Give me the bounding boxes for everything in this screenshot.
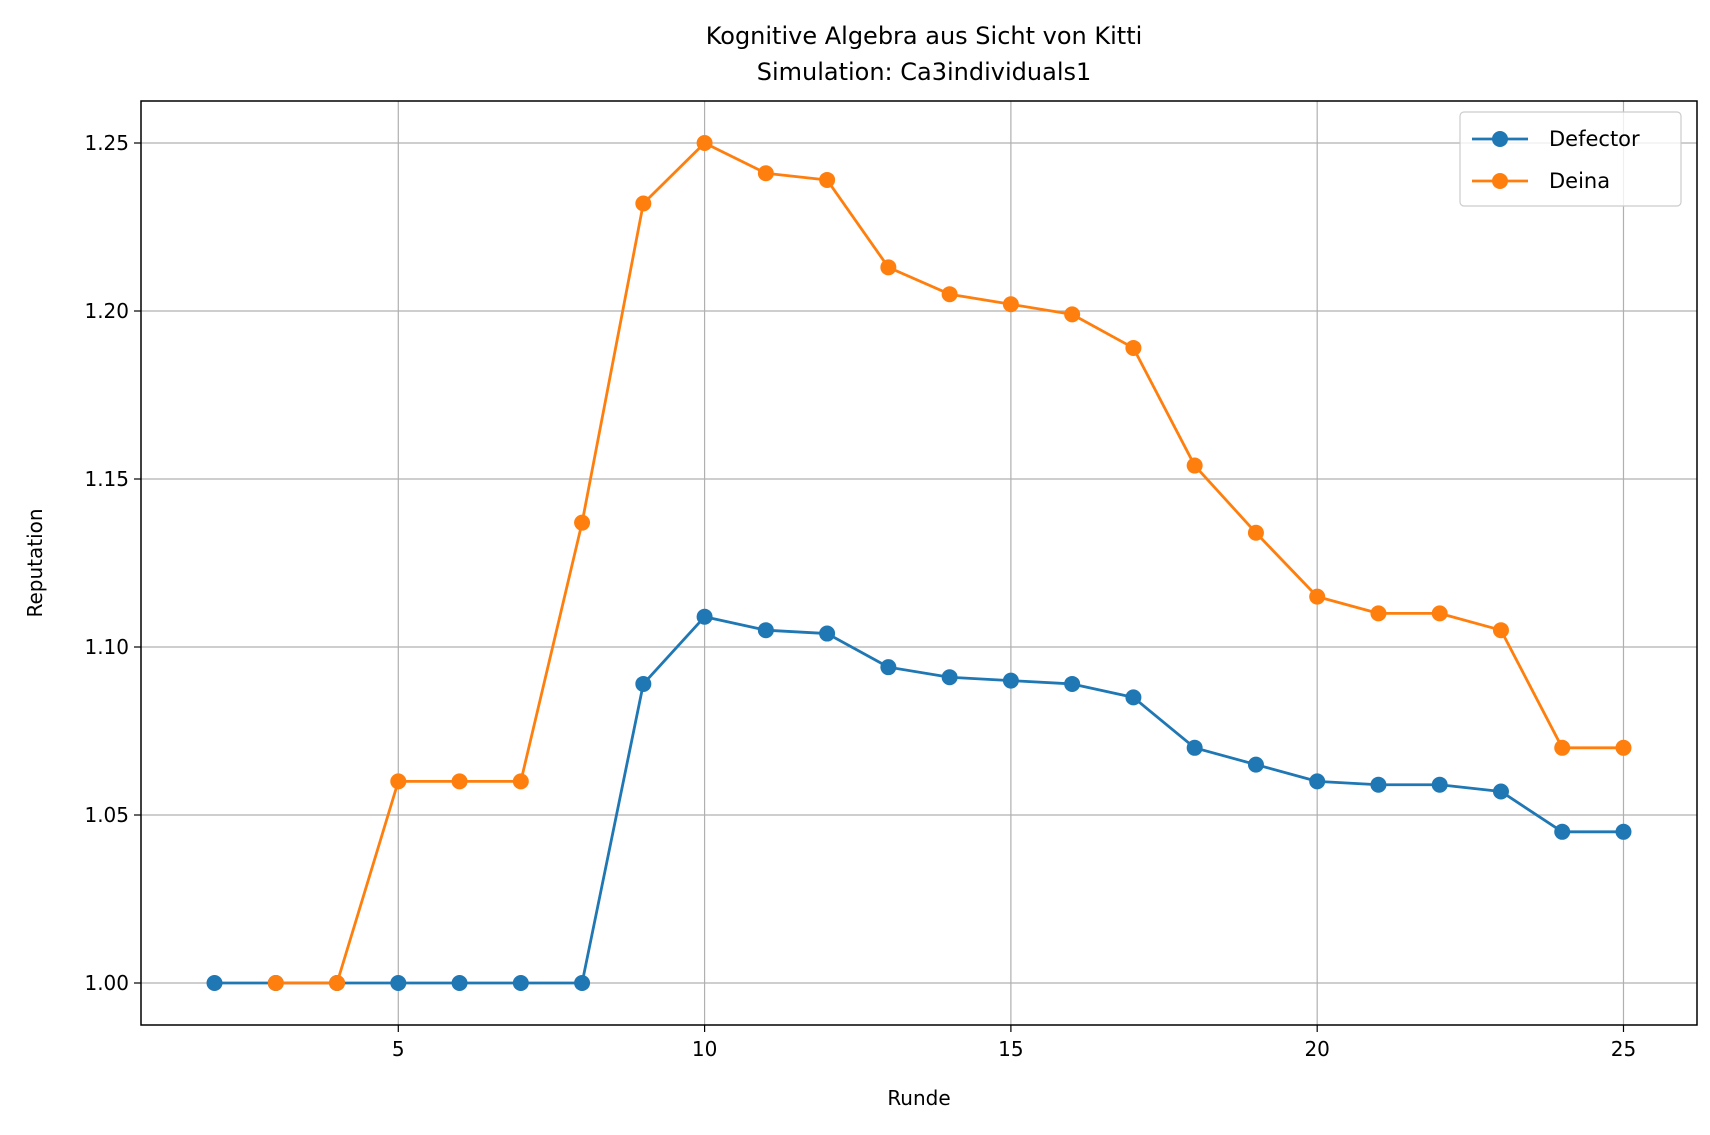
chart-subtitle: Simulation: Ca3individuals1 [757, 58, 1092, 86]
data-point [1309, 588, 1326, 605]
y-tick-label: 1.10 [84, 635, 129, 659]
data-point [757, 622, 774, 639]
legend-box [1459, 111, 1682, 207]
data-point [1002, 296, 1019, 313]
legend-entry: Defector [1472, 127, 1640, 151]
data-point [1247, 524, 1264, 541]
series-layer [206, 135, 1632, 991]
x-tick-label: 25 [1611, 1037, 1636, 1061]
data-point [451, 773, 468, 790]
data-point [819, 625, 836, 642]
data-point [696, 608, 713, 625]
data-point [1492, 622, 1509, 639]
x-tick-label: 20 [1304, 1037, 1329, 1061]
legend-label: Deina [1549, 169, 1610, 193]
data-point [635, 675, 652, 692]
legend-marker [1492, 131, 1508, 147]
y-tick-label: 1.20 [84, 299, 129, 323]
y-tick-label: 1.25 [84, 131, 129, 155]
axis-ticks: 5 10 15 20 25 1.00 1.05 1.10 1.15 1.20 1.25 [84, 131, 1636, 1061]
data-point [451, 975, 468, 991]
y-axis-label: Reputation [23, 508, 47, 617]
series-deina [267, 135, 1632, 991]
data-point [267, 975, 284, 991]
data-point [512, 975, 529, 991]
data-point [1370, 605, 1387, 622]
data-point [390, 773, 407, 790]
data-point [390, 975, 407, 991]
data-point [1431, 605, 1448, 622]
data-point [941, 669, 958, 686]
series-line [214, 615, 1624, 985]
y-tick-label: 1.00 [84, 971, 129, 995]
data-point [1064, 675, 1081, 692]
data-point [1554, 739, 1571, 756]
data-point [1431, 776, 1448, 793]
data-point [880, 259, 897, 276]
data-point [574, 975, 591, 991]
chart-title: Kognitive Algebra aus Sicht von Kitti [706, 22, 1143, 50]
data-point [1125, 339, 1142, 356]
plot-frame [140, 100, 1698, 1026]
data-point [206, 975, 223, 991]
data-point [1186, 457, 1203, 474]
data-point [1186, 739, 1203, 756]
y-tick-label: 1.05 [84, 803, 129, 827]
data-point [574, 514, 591, 531]
data-point [819, 171, 836, 188]
data-point [880, 659, 897, 676]
data-point [941, 286, 958, 303]
data-point [1125, 689, 1142, 706]
data-point [1002, 672, 1019, 689]
data-point [635, 195, 652, 212]
legend-marker [1492, 173, 1508, 189]
data-point [1554, 823, 1571, 840]
legend-entry: Deina [1472, 169, 1610, 193]
data-point [1370, 776, 1387, 793]
x-tick-label: 15 [998, 1037, 1023, 1061]
data-point [757, 165, 774, 182]
legend: Defector Deina [1459, 111, 1682, 207]
x-axis-label: Runde [887, 1086, 950, 1110]
legend-label: Defector [1549, 127, 1640, 151]
data-point [512, 773, 529, 790]
data-point [1309, 773, 1326, 790]
data-point [1492, 783, 1509, 800]
data-point [1247, 756, 1264, 773]
data-point [696, 135, 713, 151]
data-point [1615, 823, 1632, 840]
x-tick-label: 10 [692, 1037, 717, 1061]
data-point [1064, 306, 1081, 323]
y-tick-label: 1.15 [84, 467, 129, 491]
data-point [329, 975, 346, 991]
data-point [1615, 739, 1632, 756]
x-tick-label: 5 [392, 1037, 405, 1061]
